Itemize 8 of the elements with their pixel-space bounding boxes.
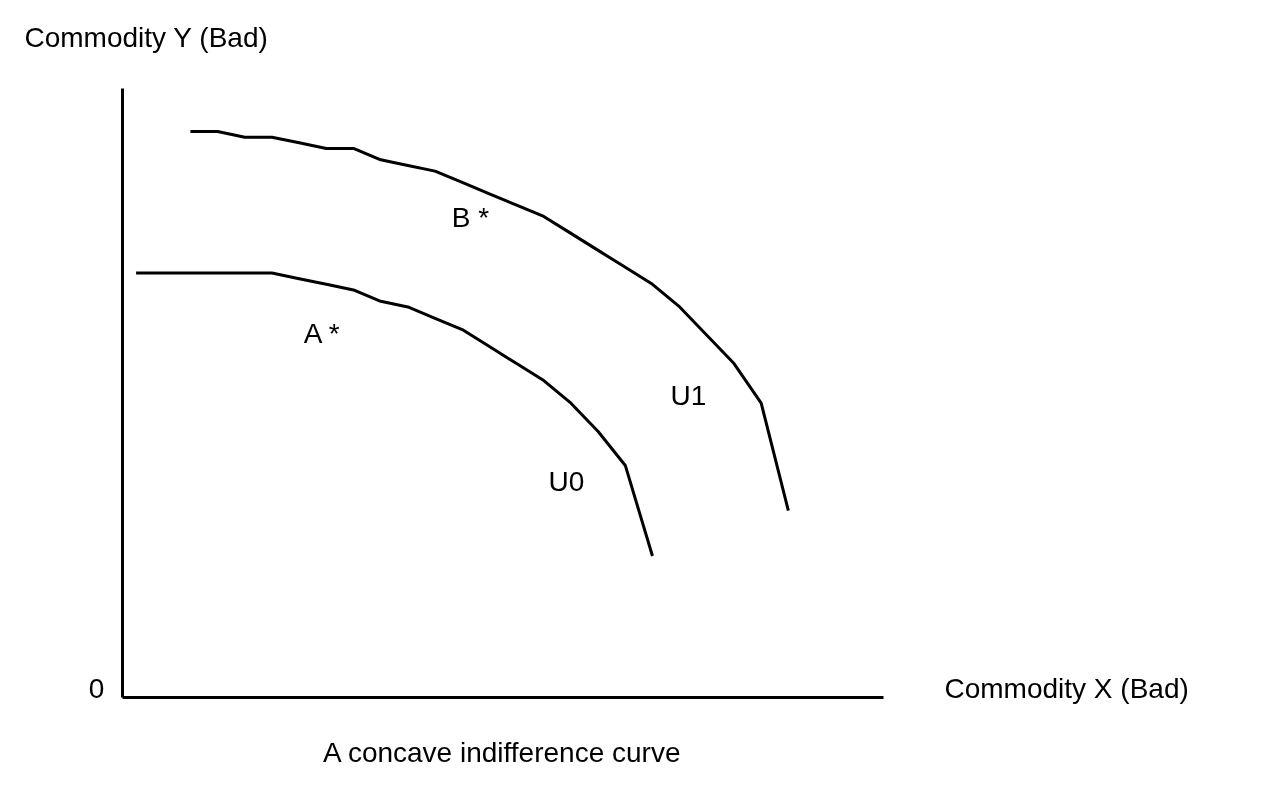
text: A concave indifference curve: [322, 737, 681, 768]
annotation: U1: [670, 380, 707, 411]
annotation: U0: [548, 466, 585, 497]
text: 0: [88, 673, 105, 704]
y-axis-title: Commodity Y (Bad): [24, 22, 268, 53]
annotation: B *: [451, 202, 490, 233]
annotation: A *: [303, 318, 340, 349]
x-axis-title: Commodity X (Bad): [944, 673, 1189, 704]
